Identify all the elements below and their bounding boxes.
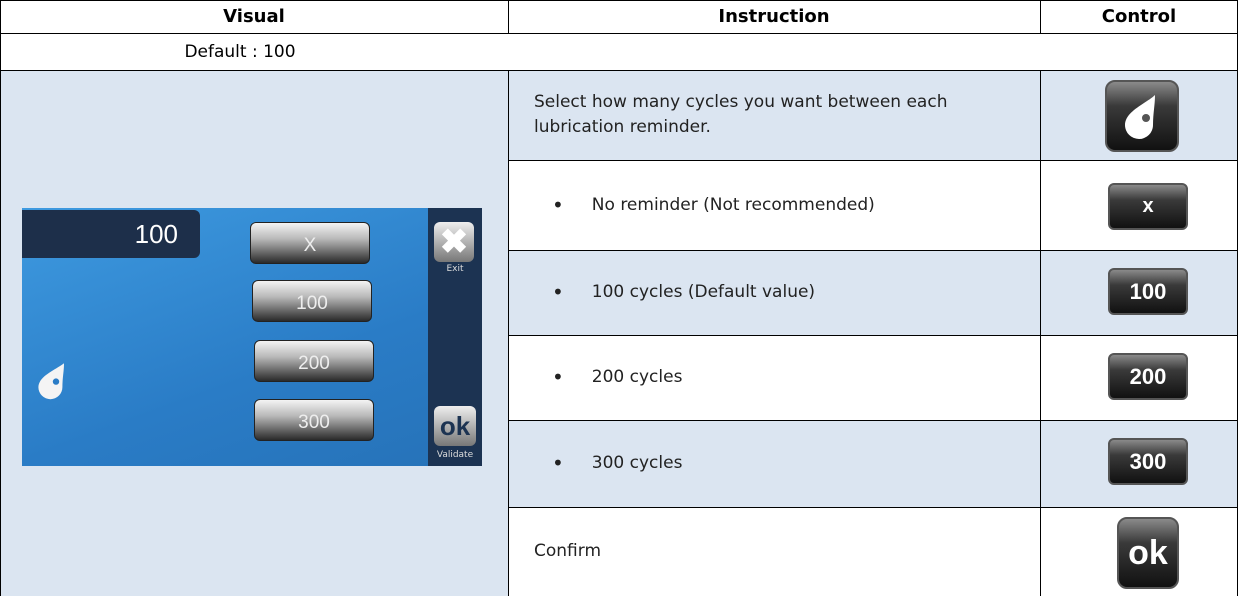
validate-label: Validate <box>436 450 474 460</box>
screen-button: X <box>250 222 370 264</box>
default-row: Default : 100 <box>184 41 296 62</box>
instruction: Select how many cycles you want between … <box>534 92 948 137</box>
header-cell: Control <box>1101 6 1177 27</box>
ok-icon: ok <box>434 406 476 446</box>
exit-label: Exit <box>446 264 464 274</box>
screen-button: 100 <box>252 280 372 322</box>
instruction-text: 200 cycles <box>591 367 683 388</box>
instruction-text: 300 cycles <box>591 453 683 474</box>
border <box>0 0 1 596</box>
screen-button: 200 <box>254 340 374 382</box>
instruction-text: 100 cycles (Default value) <box>591 282 816 303</box>
instruction: 200 cycles <box>508 335 1040 420</box>
control-button: 300 <box>1108 438 1188 485</box>
border <box>508 507 1238 508</box>
border <box>508 0 509 33</box>
header-cell: Visual <box>223 6 285 27</box>
border <box>1040 70 1041 596</box>
border <box>0 33 1238 34</box>
device-screen: 100 ✖ Exit ok Validate X 100 200 300 <box>22 208 482 466</box>
screen-display: 100 <box>22 210 200 258</box>
instruction: 100 cycles (Default value) <box>508 250 1040 335</box>
control-button: 100 <box>1108 268 1188 315</box>
instruction-text: No reminder (Not recommended) <box>591 194 875 215</box>
instruction: 300 cycles <box>508 420 1040 507</box>
drop-icon <box>1125 95 1155 139</box>
screen-button: 300 <box>254 399 374 441</box>
control-button: x <box>1108 183 1188 230</box>
instruction: No reminder (Not recommended) <box>508 160 1040 250</box>
header-cell: Instruction <box>718 6 830 27</box>
lube-button <box>1105 80 1179 152</box>
control-button: ok <box>1117 517 1179 589</box>
border <box>0 70 1238 71</box>
border <box>0 0 1238 1</box>
control-button: 200 <box>1108 353 1188 400</box>
instruction: Confirm <box>534 541 602 562</box>
screen-drop-icon <box>38 363 64 400</box>
border <box>1040 0 1041 33</box>
exit-icon: ✖ <box>434 222 474 262</box>
